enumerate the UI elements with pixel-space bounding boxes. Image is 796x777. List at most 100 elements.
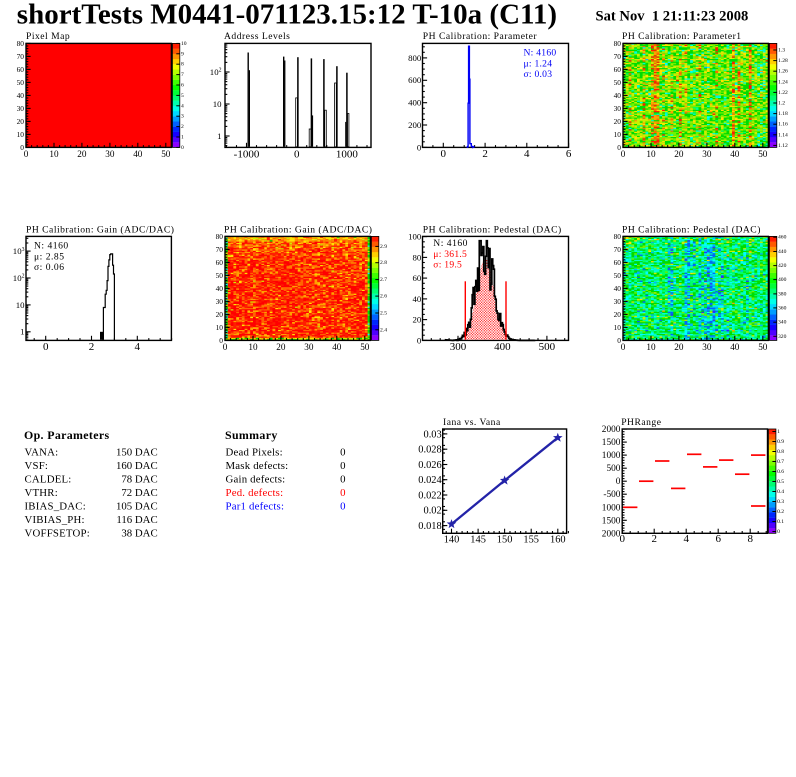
svg-text:20: 20	[17, 117, 25, 126]
svg-text:N: 4160: N: 4160	[34, 241, 69, 252]
svg-text:Ped. defects:: Ped. defects:	[226, 487, 284, 499]
svg-text:103: 103	[13, 246, 25, 256]
svg-text:σ: 19.5: σ: 19.5	[433, 259, 462, 270]
svg-text:20: 20	[674, 149, 684, 159]
svg-text:1.18: 1.18	[778, 111, 788, 117]
svg-text:PH Calibration: Gain (ADC/DAC): PH Calibration: Gain (ADC/DAC)	[26, 224, 175, 235]
svg-text:1.26: 1.26	[778, 69, 788, 75]
svg-text:0: 0	[219, 336, 223, 345]
svg-text:0: 0	[43, 341, 49, 353]
svg-text:40: 40	[17, 91, 25, 100]
svg-text:Pixel Map: Pixel Map	[26, 31, 70, 42]
svg-text:0: 0	[340, 446, 345, 458]
svg-text:30: 30	[216, 297, 224, 306]
svg-text:4: 4	[181, 103, 184, 109]
svg-text:80: 80	[614, 39, 622, 48]
svg-text:2: 2	[89, 341, 95, 353]
svg-text:VTHR:: VTHR:	[25, 487, 58, 499]
svg-text:-1000: -1000	[234, 148, 260, 160]
svg-text:400: 400	[408, 98, 422, 108]
svg-text:2.8: 2.8	[380, 260, 387, 266]
svg-text:800: 800	[408, 53, 422, 63]
svg-text:0.2: 0.2	[777, 509, 784, 515]
svg-text:PHRange: PHRange	[621, 417, 661, 428]
svg-text:40: 40	[614, 284, 622, 293]
svg-text:6: 6	[181, 83, 184, 89]
svg-text:30: 30	[17, 104, 25, 113]
svg-text:102: 102	[13, 273, 25, 283]
svg-text:0: 0	[294, 148, 300, 160]
svg-text:10: 10	[248, 342, 258, 352]
svg-text:50: 50	[161, 149, 171, 159]
svg-text:Op. Parameters: Op. Parameters	[24, 428, 109, 442]
svg-text:0: 0	[616, 477, 621, 487]
svg-text:0: 0	[24, 149, 29, 159]
svg-text:0.03: 0.03	[424, 429, 442, 440]
svg-text:0: 0	[223, 342, 228, 352]
svg-text:μ: 1.24: μ: 1.24	[524, 58, 553, 69]
svg-text:8: 8	[181, 62, 184, 68]
svg-text:70: 70	[614, 245, 622, 254]
svg-text:60: 60	[17, 65, 25, 74]
svg-text:70: 70	[216, 245, 224, 254]
svg-text:40: 40	[133, 149, 143, 159]
svg-text:10: 10	[646, 149, 656, 159]
svg-text:1.12: 1.12	[778, 143, 788, 149]
svg-text:200: 200	[408, 120, 422, 130]
svg-text:10: 10	[646, 342, 656, 352]
svg-text:40: 40	[413, 294, 422, 304]
svg-text:60: 60	[216, 258, 224, 267]
svg-text:0.6: 0.6	[777, 469, 784, 475]
svg-text:Iana vs. Vana: Iana vs. Vana	[443, 417, 501, 428]
svg-text:2.7: 2.7	[380, 277, 387, 283]
svg-text:3: 3	[181, 114, 184, 120]
svg-text:1.3: 1.3	[778, 48, 785, 54]
svg-text:0.5: 0.5	[777, 479, 784, 485]
svg-text:1.24: 1.24	[778, 79, 788, 85]
svg-text:80: 80	[216, 232, 224, 241]
svg-text:0.4: 0.4	[777, 489, 784, 495]
svg-text:20: 20	[216, 310, 224, 319]
svg-text:60: 60	[413, 273, 422, 283]
svg-text:Address Levels: Address Levels	[224, 31, 290, 42]
svg-text:0: 0	[181, 145, 184, 151]
svg-text:IBIAS_DAC:: IBIAS_DAC:	[25, 501, 86, 513]
svg-text:9: 9	[181, 51, 184, 57]
svg-text:2.5: 2.5	[380, 311, 387, 317]
svg-text:400: 400	[494, 341, 511, 353]
svg-text:0: 0	[20, 143, 24, 152]
svg-text:0.7: 0.7	[777, 459, 784, 465]
svg-text:50: 50	[360, 342, 370, 352]
svg-text:10: 10	[49, 149, 59, 159]
svg-text:0: 0	[340, 501, 345, 513]
svg-text:140: 140	[444, 535, 460, 546]
svg-text:80: 80	[614, 232, 622, 241]
svg-text:0.9: 0.9	[777, 439, 784, 445]
svg-text:102: 102	[210, 67, 222, 77]
svg-text:1000: 1000	[602, 503, 621, 513]
svg-text:10: 10	[17, 130, 25, 139]
svg-text:PH Calibration: Pedestal (DAC): PH Calibration: Pedestal (DAC)	[423, 224, 562, 235]
svg-text:460: 460	[778, 235, 787, 241]
svg-text:30: 30	[105, 149, 115, 159]
svg-text:1000: 1000	[336, 148, 359, 160]
svg-text:1.2: 1.2	[778, 101, 785, 107]
svg-text:20: 20	[614, 117, 622, 126]
svg-text:380: 380	[778, 291, 787, 297]
svg-text:0.8: 0.8	[777, 449, 784, 455]
svg-text:PH Calibration: Pedestal (DAC): PH Calibration: Pedestal (DAC)	[622, 224, 761, 235]
svg-text:0: 0	[340, 473, 345, 485]
svg-text:2: 2	[651, 533, 657, 545]
svg-text:VIBIAS_PH:: VIBIAS_PH:	[25, 514, 85, 526]
svg-text:40: 40	[332, 342, 342, 352]
svg-text:4: 4	[135, 341, 141, 353]
svg-text:0.026: 0.026	[418, 460, 441, 471]
svg-text:1.28: 1.28	[778, 58, 788, 64]
svg-text:2: 2	[482, 148, 488, 160]
svg-text:PH Calibration: Parameter: PH Calibration: Parameter	[423, 31, 538, 42]
svg-text:Dead Pixels:: Dead Pixels:	[226, 446, 283, 458]
svg-text:σ: 0.06: σ: 0.06	[34, 262, 65, 273]
svg-text:10: 10	[213, 99, 222, 109]
svg-text:2000: 2000	[602, 529, 621, 539]
svg-text:30: 30	[702, 342, 712, 352]
